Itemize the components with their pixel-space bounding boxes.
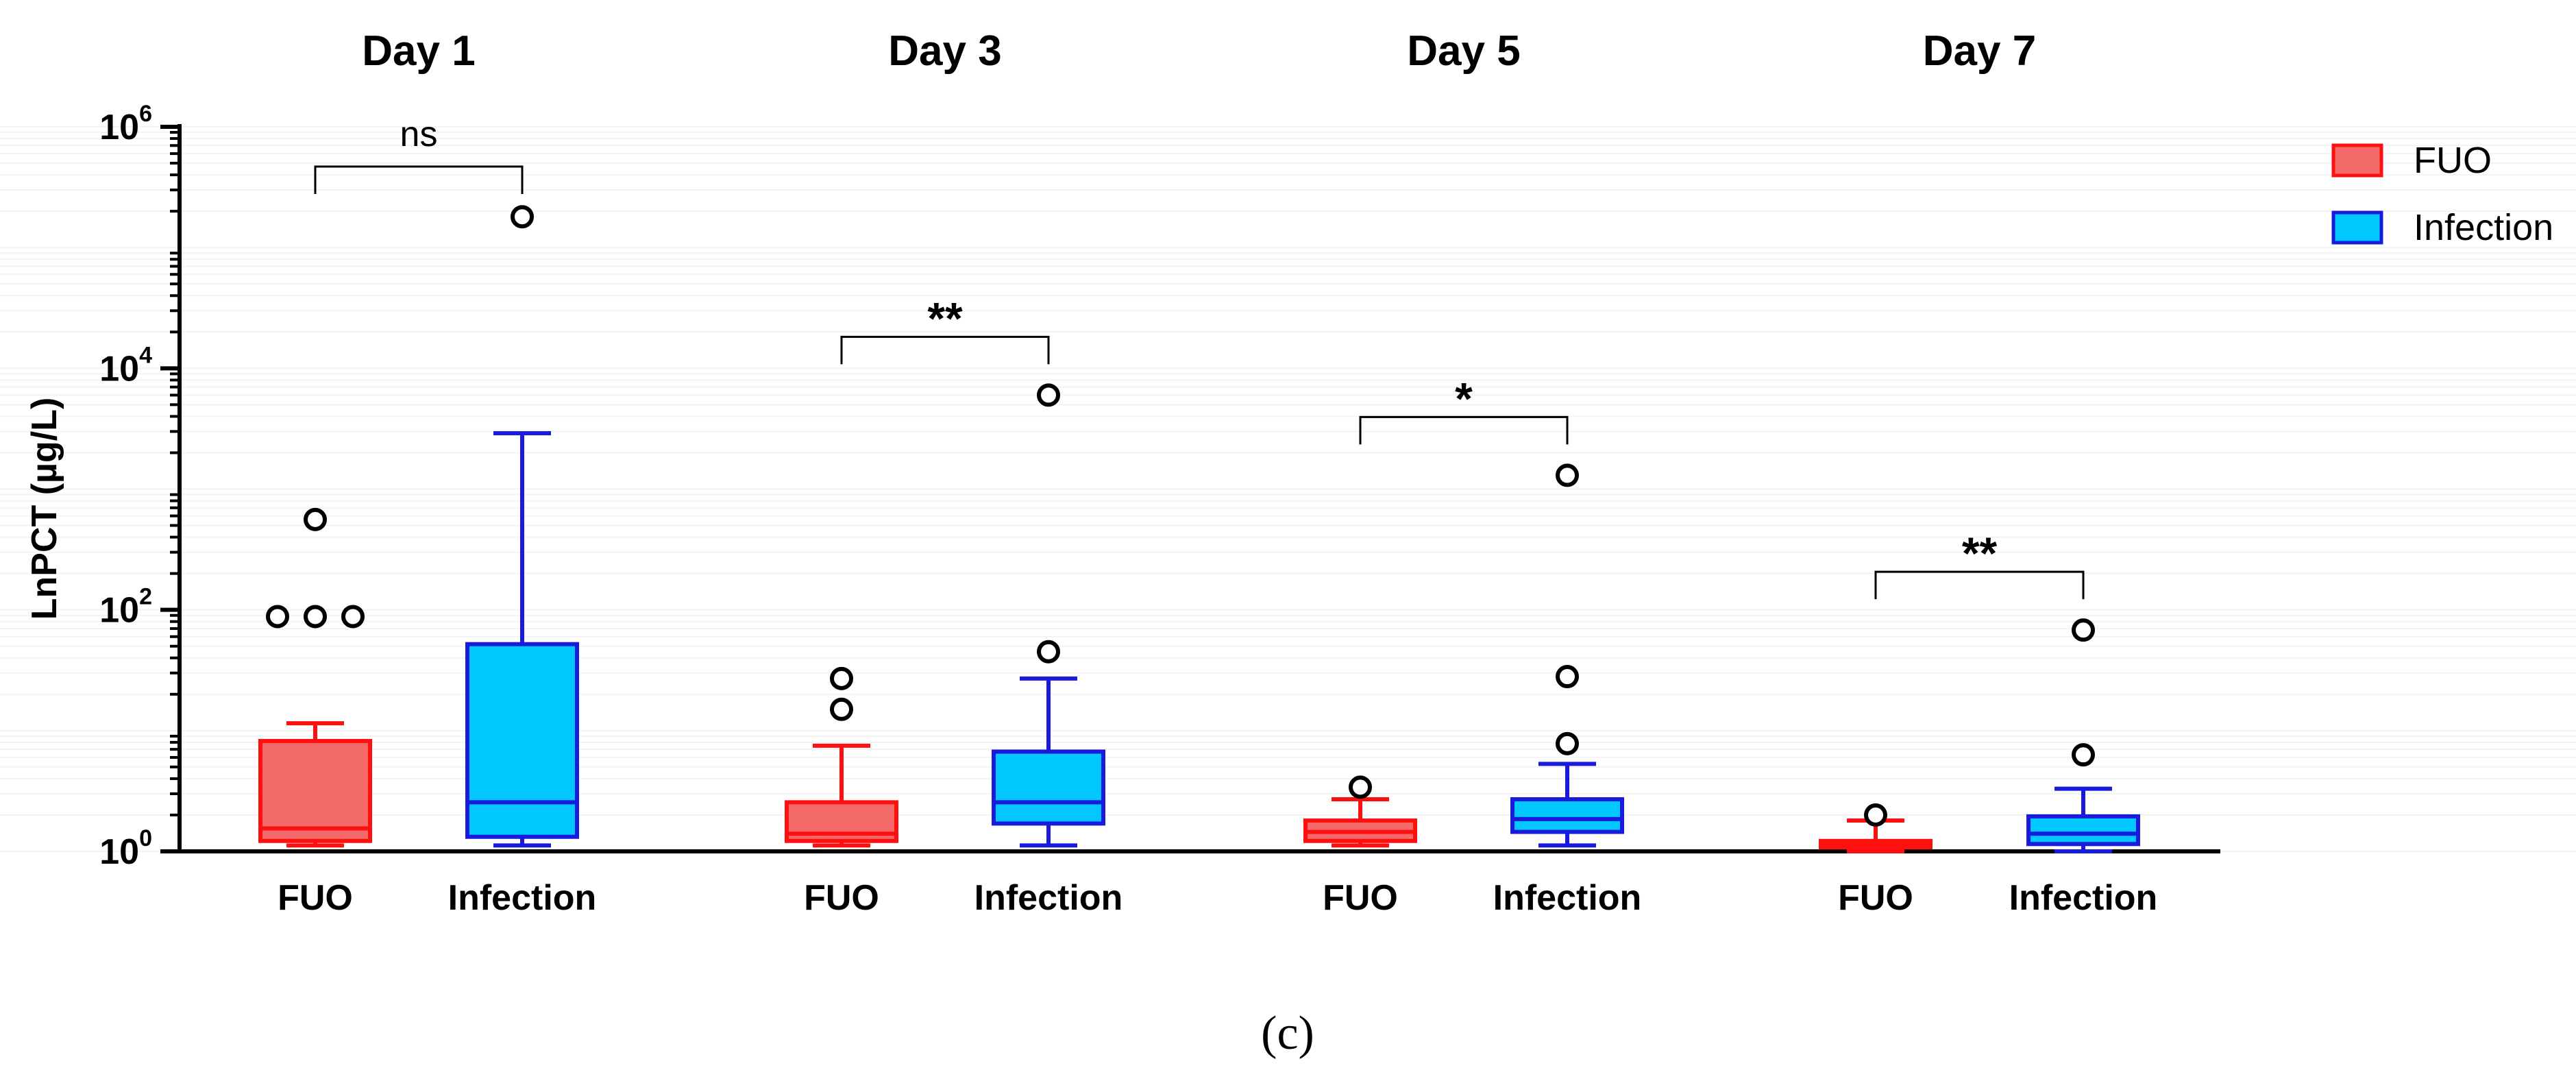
legend-swatch-fuo [2331, 143, 2383, 178]
outlier-point [1349, 775, 1372, 799]
y-tick-exponent: 4 [139, 342, 152, 368]
y-tick-label: 106 [99, 101, 152, 147]
y-tick-exponent: 2 [139, 584, 152, 610]
y-tick-label: 102 [99, 584, 152, 631]
y-tick-label: 104 [99, 342, 152, 389]
panel-title: Day 7 [1923, 27, 2036, 75]
significance-bracket [314, 165, 524, 194]
box-iqr [258, 739, 372, 843]
y-tick-exponent: 0 [139, 825, 152, 851]
significance-bracket [840, 335, 1050, 365]
y-tick-exponent: 6 [139, 101, 152, 127]
y-tick-base: 10 [99, 832, 139, 872]
panel-title: Day 3 [888, 27, 1001, 75]
box-iqr [992, 749, 1105, 826]
legend-label-infection: Infection [2414, 207, 2553, 248]
outlier-point [1556, 731, 1579, 755]
outlier-point [1864, 803, 1887, 827]
category-label: Infection [2009, 878, 2158, 918]
outlier-point [2072, 618, 2095, 642]
outlier-point [266, 605, 289, 629]
y-tick-base: 10 [99, 108, 139, 147]
significance-label: * [1455, 373, 1473, 424]
outlier-point [830, 666, 853, 690]
category-label: FUO [278, 878, 353, 918]
outlier-point [1556, 463, 1579, 487]
outlier-point [304, 605, 327, 629]
category-label: Infection [448, 878, 597, 918]
legend-label-fuo: FUO [2414, 140, 2492, 181]
outlier-point [2072, 743, 2095, 767]
significance-label: ** [927, 293, 963, 343]
y-tick-base: 10 [99, 591, 139, 631]
significance-label: ns [400, 114, 438, 154]
figure-caption: (c) [1261, 1007, 1314, 1060]
box-iqr [465, 642, 579, 839]
outlier-point [830, 697, 853, 721]
outlier-point [1556, 665, 1579, 689]
outlier-point [304, 507, 327, 531]
box-iqr [1510, 797, 1624, 834]
significance-bracket [1359, 415, 1569, 445]
legend: FUO Infection [2331, 140, 2553, 248]
outlier-point [1037, 640, 1060, 664]
significance-bracket [1874, 570, 2085, 600]
legend-swatch-infection [2331, 210, 2383, 245]
category-label: Infection [974, 878, 1123, 918]
category-label: FUO [1323, 878, 1398, 918]
box-iqr [2026, 814, 2140, 847]
category-label: FUO [1838, 878, 1913, 918]
category-label: Infection [1493, 878, 1642, 918]
y-tick-base: 10 [99, 349, 139, 389]
category-label: FUO [804, 878, 879, 918]
y-axis-label: LnPCT (µg/L) [25, 398, 64, 620]
grid-lines [0, 126, 2576, 852]
outlier-point [341, 605, 365, 629]
outlier-point [1037, 383, 1060, 407]
panel-title: Day 1 [362, 27, 475, 75]
y-tick-label: 100 [99, 825, 152, 872]
panel-title: Day 5 [1407, 27, 1520, 75]
significance-label: ** [1962, 528, 1998, 579]
outlier-point [511, 205, 534, 229]
